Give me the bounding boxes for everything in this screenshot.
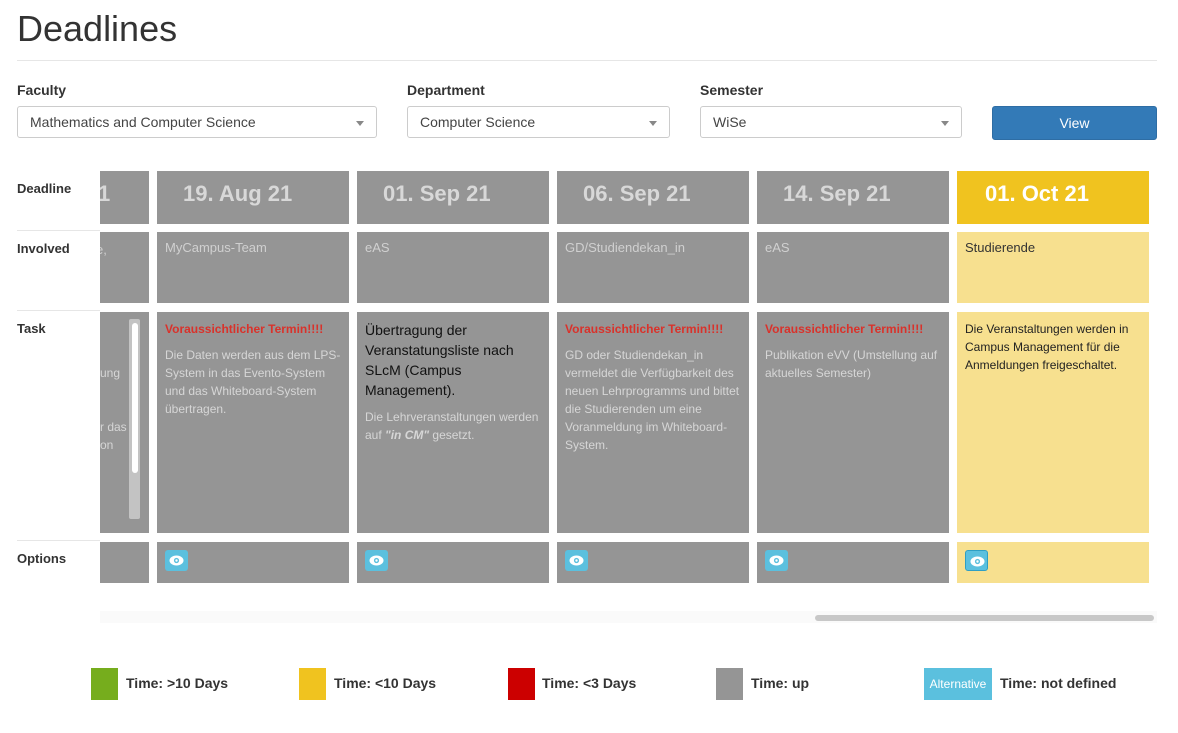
row-divider xyxy=(17,310,100,311)
semester-select-value: WiSe xyxy=(713,114,747,130)
row-label-involved: Involved xyxy=(17,241,70,256)
deadline-date: 14. Sep 21 xyxy=(783,181,891,206)
involved-cell: eAS xyxy=(757,232,949,303)
legend-label: Time: >10 Days xyxy=(126,675,229,691)
legend-swatch-yellow xyxy=(299,668,326,700)
deadline-date: 19. Aug 21 xyxy=(183,181,293,206)
task-description: GD oder Studiendekan_in vermeldet die Ve… xyxy=(565,348,740,452)
row-label-task: Task xyxy=(17,321,46,336)
involved-text: Studierende xyxy=(965,240,1036,255)
involved-text: MyCampus-Team xyxy=(165,240,267,255)
legend-label: Time: <10 Days xyxy=(334,675,437,691)
chevron-down-icon xyxy=(649,121,657,126)
semester-label: Semester xyxy=(700,82,764,98)
faculty-select-value: Mathematics and Computer Science xyxy=(30,114,256,130)
task-description: Die Daten werden aus dem LPS-System in d… xyxy=(165,348,341,416)
legend-swatch-gray xyxy=(716,668,743,700)
faculty-select[interactable]: Mathematics and Computer Science xyxy=(17,106,377,138)
task-cell: Die Veranstaltungen werden in Campus Man… xyxy=(957,312,1149,533)
task-cell: Voraussichtlicher Termin!!!! Publikation… xyxy=(757,312,949,533)
involved-text: eAS xyxy=(765,240,790,255)
involved-cell: eAS xyxy=(357,232,549,303)
task-cell: Voraussichtlicher Termin!!!! Die Daten w… xyxy=(157,312,349,533)
task-fragment: r das xyxy=(100,420,127,434)
task-description: Publikation eVV (Umstellung auf aktuelle… xyxy=(765,348,938,380)
involved-cell: MyCampus-Team xyxy=(157,232,349,303)
deadline-date: 06. Sep 21 xyxy=(583,181,691,206)
deadline-date: 1 xyxy=(100,181,111,206)
department-select-value: Computer Science xyxy=(420,114,536,130)
task-scrollbar-thumb[interactable] xyxy=(132,323,138,473)
deadline-date: 01. Oct 21 xyxy=(985,181,1089,206)
view-button[interactable]: View xyxy=(992,106,1157,140)
semester-select[interactable]: WiSe xyxy=(700,106,962,138)
eye-icon xyxy=(369,555,384,566)
deadline-date-cell: 19. Aug 21 xyxy=(157,171,349,224)
view-details-button[interactable] xyxy=(765,550,788,571)
task-fragment: ung xyxy=(100,366,121,380)
row-divider xyxy=(17,230,100,231)
options-cell xyxy=(757,542,949,583)
legend-swatch-red xyxy=(508,668,535,700)
estimated-date-warning: Voraussichtlicher Termin!!!! xyxy=(165,322,324,336)
row-label-deadline: Deadline xyxy=(17,181,72,196)
legend-swatch-green xyxy=(91,668,118,700)
eye-icon xyxy=(569,555,584,566)
view-details-button[interactable] xyxy=(365,550,388,571)
task-cell: ung r das on xyxy=(100,312,149,533)
row-label-options: Options xyxy=(17,551,67,566)
deadline-date-cell: 01. Oct 21 xyxy=(957,171,1149,224)
view-details-button[interactable] xyxy=(565,550,588,571)
title-divider xyxy=(17,60,1157,61)
view-details-button[interactable] xyxy=(965,550,988,571)
legend-alternative-badge: Alternative xyxy=(924,668,992,700)
deadline-date-cell: 1 xyxy=(100,171,149,224)
page-title: Deadlines xyxy=(17,8,178,49)
deadline-date-cell: 14. Sep 21 xyxy=(757,171,949,224)
involved-cell: Studierende xyxy=(957,232,1149,303)
deadline-date-cell: 06. Sep 21 xyxy=(557,171,749,224)
task-cell: Voraussichtlicher Termin!!!! GD oder Stu… xyxy=(557,312,749,533)
task-scrollbar[interactable] xyxy=(129,319,140,519)
task-title: Übertragung der Veranstatungsliste nach … xyxy=(365,322,514,398)
options-cell xyxy=(957,542,1149,583)
deadline-timeline[interactable]: 1 e, ung r das on 19. Aug 21 MyCampus-Te… xyxy=(100,171,1157,585)
legend-label: Time: up xyxy=(751,675,810,691)
eye-icon xyxy=(169,555,184,566)
legend-label: Time: <3 Days xyxy=(542,675,637,691)
involved-cell: e, xyxy=(100,232,149,303)
task-fragment: on xyxy=(100,438,114,452)
options-cell xyxy=(157,542,349,583)
faculty-label: Faculty xyxy=(17,82,67,98)
chevron-down-icon xyxy=(356,121,364,126)
involved-text: e, xyxy=(100,242,107,257)
horizontal-scrollbar-thumb[interactable] xyxy=(815,615,1154,621)
chevron-down-icon xyxy=(941,121,949,126)
eye-icon xyxy=(970,556,985,567)
deadline-date: 01. Sep 21 xyxy=(383,181,491,206)
department-label: Department xyxy=(407,82,485,98)
eye-icon xyxy=(769,555,784,566)
options-cell xyxy=(357,542,549,583)
estimated-date-warning: Voraussichtlicher Termin!!!! xyxy=(565,322,724,336)
estimated-date-warning: Voraussichtlicher Termin!!!! xyxy=(765,322,924,336)
deadline-date-cell: 01. Sep 21 xyxy=(357,171,549,224)
task-cell: Übertragung der Veranstatungsliste nach … xyxy=(357,312,549,533)
legend-label: Time: not defined xyxy=(1000,675,1117,691)
involved-text: eAS xyxy=(365,240,390,255)
involved-cell: GD/Studiendekan_in xyxy=(557,232,749,303)
options-cell xyxy=(100,542,149,583)
department-select[interactable]: Computer Science xyxy=(407,106,670,138)
task-description: Die Lehrveranstaltungen werden auf "in C… xyxy=(365,410,539,442)
view-details-button[interactable] xyxy=(165,550,188,571)
involved-text: GD/Studiendekan_in xyxy=(565,240,685,255)
options-cell xyxy=(557,542,749,583)
row-divider xyxy=(17,540,100,541)
task-description: Die Veranstaltungen werden in Campus Man… xyxy=(965,322,1129,372)
